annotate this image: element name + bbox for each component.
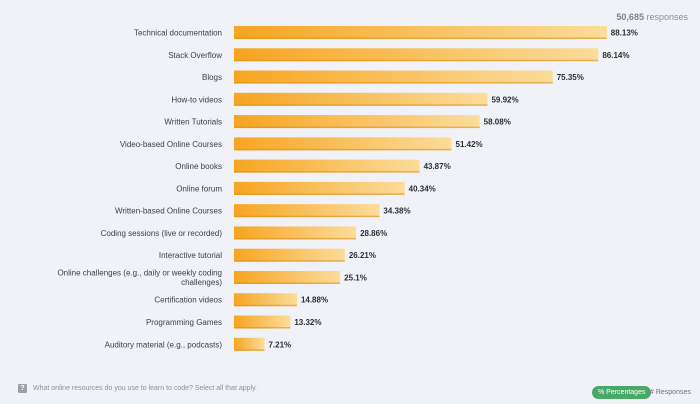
category-label-line: Certification videos: [154, 296, 222, 305]
category-label: Coding sessions (live or recorded): [101, 229, 223, 238]
bar: [234, 70, 553, 84]
bar: [234, 48, 599, 62]
bar-shadow: [234, 148, 452, 151]
category-label: Written-based Online Courses: [115, 207, 222, 216]
value-label: 86.14%: [602, 51, 629, 60]
bar: [234, 270, 341, 284]
category-label: Blogs: [202, 73, 222, 82]
bar: [234, 26, 607, 39]
category-label: Video-based Online Courses: [120, 140, 222, 149]
bar-shadow: [234, 193, 405, 195]
bar: [234, 337, 265, 351]
category-label-line: How-to videos: [171, 95, 222, 104]
bar-shadow: [234, 37, 607, 39]
value-label: 14.88%: [301, 296, 328, 305]
value-label: 43.87%: [424, 162, 451, 171]
bar: [234, 137, 452, 151]
value-label: 88.13%: [611, 29, 638, 38]
percentages-toggle[interactable]: % Percentages: [592, 386, 652, 399]
value-label: 7.21%: [268, 340, 291, 349]
bar: [234, 159, 420, 173]
bar: [234, 204, 380, 218]
category-label-line: Technical documentation: [134, 29, 222, 38]
category-label-line: Stack Overflow: [168, 51, 222, 60]
category-label: Online books: [175, 162, 222, 171]
bar-shadow: [234, 104, 488, 106]
category-label-line: Video-based Online Courses: [120, 140, 222, 149]
value-label: 26.21%: [349, 251, 376, 260]
bar-shadow: [234, 171, 420, 173]
bar-shadow: [234, 282, 341, 284]
bar-shadow: [234, 215, 380, 218]
bar-shadow: [234, 260, 345, 262]
bar-shadow: [234, 82, 553, 84]
value-label: 34.38%: [383, 207, 410, 216]
bar-shadow: [234, 327, 291, 329]
bar-shadow: [234, 237, 357, 240]
bar: [234, 226, 357, 240]
bar-shadow: [234, 304, 297, 307]
responses-toggle[interactable]: # Responses: [650, 389, 691, 396]
category-label-line: Written Tutorials: [164, 118, 222, 127]
category-label-line: Interactive tutorial: [159, 251, 222, 260]
value-label: 28.86%: [360, 229, 387, 238]
bar: [234, 181, 405, 195]
bar: [234, 315, 291, 329]
category-label-line: Auditory material (e.g., podcasts): [105, 340, 223, 349]
bar-shadow: [234, 59, 599, 62]
category-label-line: Online challenges (e.g., daily or weekly…: [57, 269, 222, 278]
category-label: Programming Games: [146, 318, 222, 327]
bar: [234, 293, 297, 307]
category-label: Interactive tutorial: [159, 251, 222, 260]
value-label: 59.92%: [491, 95, 518, 104]
category-label: Online forum: [176, 184, 222, 193]
responses-label: responses: [646, 12, 688, 22]
category-label: Stack Overflow: [168, 51, 222, 60]
category-label: Technical documentation: [134, 29, 222, 38]
category-label-line: challenges): [181, 278, 222, 287]
category-label-line: Online books: [175, 162, 222, 171]
question-text: What online resources do you use to lear…: [33, 385, 258, 392]
question-mark-icon: ?: [18, 384, 27, 393]
category-label: Online challenges (e.g., daily or weekly…: [57, 269, 222, 288]
bar-shadow: [234, 349, 265, 351]
category-label-line: Written-based Online Courses: [115, 207, 222, 216]
category-label-line: Blogs: [202, 73, 222, 82]
responses-number: 50,685: [616, 12, 644, 22]
responses-count: 50,685 responses: [616, 12, 688, 22]
bar: [234, 92, 488, 106]
bar: [234, 115, 480, 129]
category-label: How-to videos: [171, 95, 222, 104]
value-label: 75.35%: [557, 73, 584, 82]
category-label-line: Online forum: [176, 184, 222, 193]
bar: [234, 248, 345, 262]
category-label-line: Programming Games: [146, 318, 222, 327]
category-label-line: Coding sessions (live or recorded): [101, 229, 223, 238]
category-label: Certification videos: [154, 296, 222, 305]
value-label: 40.34%: [409, 184, 436, 193]
category-label: Auditory material (e.g., podcasts): [105, 340, 223, 349]
question-footer: ? What online resources do you use to le…: [18, 384, 257, 393]
value-label: 58.08%: [484, 118, 511, 127]
value-label: 51.42%: [456, 140, 483, 149]
value-label: 13.32%: [294, 318, 321, 327]
value-label: 25.1%: [344, 273, 367, 282]
bar-shadow: [234, 126, 480, 129]
category-label: Written Tutorials: [164, 118, 222, 127]
